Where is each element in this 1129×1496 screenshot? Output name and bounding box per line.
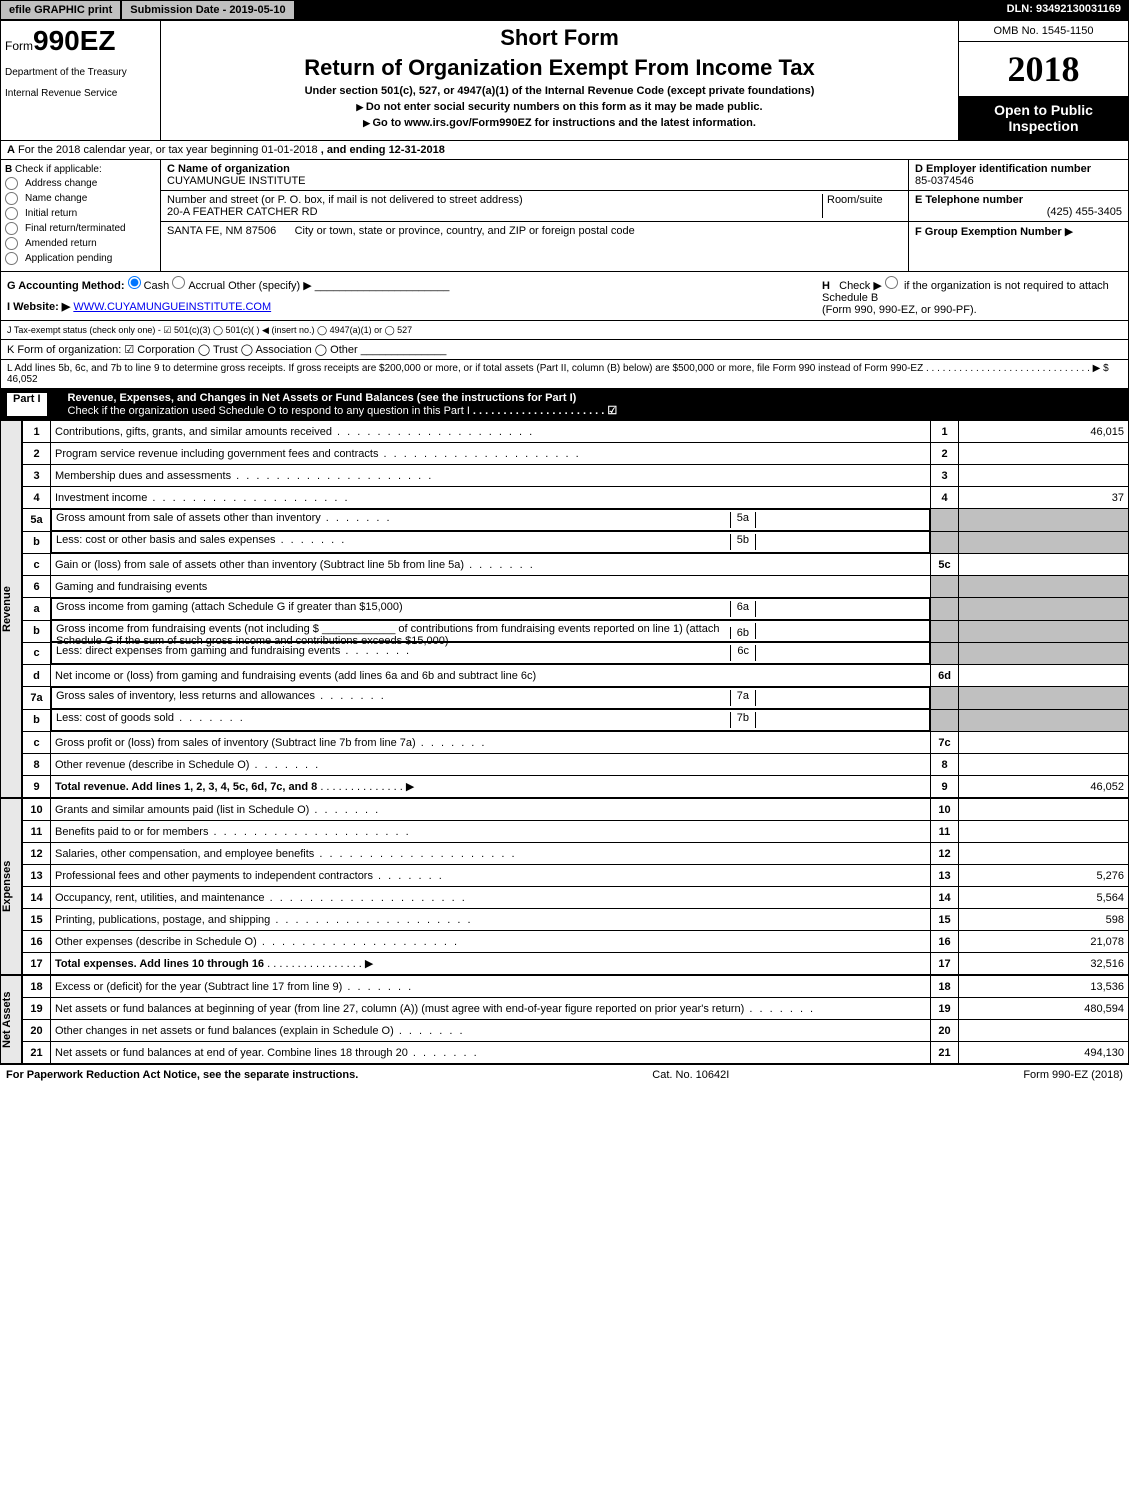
room-label: Room/suite	[827, 194, 883, 206]
col-def: D Employer identification number 85-0374…	[908, 160, 1128, 271]
initial-return-radio[interactable]	[5, 207, 18, 220]
expenses-table: 10Grants and similar amounts paid (list …	[22, 798, 1129, 975]
c-label: C Name of organization	[167, 163, 290, 175]
section-j: J Tax-exempt status (check only one) - ☑…	[0, 321, 1129, 340]
section-gh: G Accounting Method: Cash Accrual Other …	[0, 272, 1129, 321]
line16-amount: 21,078	[959, 931, 1129, 953]
line14-amount: 5,564	[959, 887, 1129, 909]
part1-header: Part I Revenue, Expenses, and Changes in…	[0, 389, 1129, 420]
subtitle: Under section 501(c), 527, or 4947(a)(1)…	[165, 85, 954, 97]
name-change-label: Name change	[25, 193, 87, 204]
return-title: Return of Organization Exempt From Incom…	[165, 55, 954, 81]
line19-amount: 480,594	[959, 998, 1129, 1020]
final-return-radio[interactable]	[5, 222, 18, 235]
section-k: K Form of organization: ☑ Corporation ◯ …	[0, 340, 1129, 360]
open-to-public: Open to Public Inspection	[959, 96, 1128, 140]
submission-date: Submission Date - 2019-05-10	[121, 0, 294, 20]
city-state-zip: SANTA FE, NM 87506	[167, 225, 276, 237]
ein-value: 85-0374546	[915, 175, 974, 187]
note-ssn: Do not enter social security numbers on …	[165, 101, 954, 113]
accounting-method: G Accounting Method: Cash Accrual Other …	[7, 276, 822, 292]
part1-label: Part I	[6, 392, 48, 417]
expenses-side-label: Expenses	[0, 798, 22, 975]
group-exemption-label: F Group Exemption Number	[915, 226, 1062, 238]
cat-number: Cat. No. 10642I	[652, 1069, 729, 1081]
note-goto: Go to www.irs.gov/Form990EZ for instruct…	[165, 117, 954, 129]
address-change-radio[interactable]	[5, 177, 18, 190]
tax-year: 2018	[959, 42, 1128, 96]
top-bar: efile GRAPHIC print Submission Date - 20…	[0, 0, 1129, 20]
amended-return-radio[interactable]	[5, 237, 18, 250]
form-of-organization: K Form of organization: ☑ Corporation ◯ …	[7, 344, 358, 356]
revenue-table: 1Contributions, gifts, grants, and simil…	[22, 420, 1129, 798]
line17-amount: 32,516	[959, 953, 1129, 975]
net-assets-side-label: Net Assets	[0, 975, 22, 1064]
line9-amount: 46,052	[959, 776, 1129, 798]
addr-label: Number and street (or P. O. box, if mail…	[167, 194, 523, 206]
line13-amount: 5,276	[959, 865, 1129, 887]
part1-check-text: Check if the organization used Schedule …	[68, 405, 470, 417]
website-link[interactable]: WWW.CUYAMUNGUEINSTITUTE.COM	[73, 301, 271, 313]
name-change-radio[interactable]	[5, 192, 18, 205]
line4-amount: 37	[959, 487, 1129, 509]
final-return-label: Final return/terminated	[25, 223, 126, 234]
ein-label: D Employer identification number	[915, 163, 1091, 175]
omb-number: OMB No. 1545-1150	[959, 21, 1128, 42]
line1-amount: 46,015	[959, 421, 1129, 443]
schedule-b-radio[interactable]	[885, 276, 898, 289]
efile-print-button[interactable]: efile GRAPHIC print	[0, 0, 121, 20]
irs-label: Internal Revenue Service	[5, 88, 156, 99]
form-number: Form990EZ	[5, 25, 156, 57]
form-ref: Form 990-EZ (2018)	[1023, 1069, 1123, 1081]
dln-label: DLN: 93492130031169	[999, 0, 1129, 20]
col-b-checkboxes: B Check if applicable: Address change Na…	[1, 160, 161, 271]
phone-label: E Telephone number	[915, 194, 1023, 206]
row-a: A For the 2018 calendar year, or tax yea…	[0, 141, 1129, 160]
line15-amount: 598	[959, 909, 1129, 931]
city-label: City or town, state or province, country…	[295, 225, 635, 237]
section-h: H Check ▶ if the organization is not req…	[822, 276, 1122, 316]
col-c-org-info: C Name of organization CUYAMUNGUE INSTIT…	[161, 160, 908, 271]
amended-return-label: Amended return	[25, 238, 97, 249]
initial-return-label: Initial return	[25, 208, 77, 219]
part1-title: Revenue, Expenses, and Changes in Net As…	[68, 392, 577, 404]
accrual-radio[interactable]	[172, 276, 185, 289]
phone-value: (425) 455-3405	[1047, 206, 1122, 218]
address-change-label: Address change	[25, 178, 97, 189]
street-address: 20-A FEATHER CATCHER RD	[167, 206, 318, 218]
org-name: CUYAMUNGUE INSTITUTE	[167, 175, 306, 187]
page-footer: For Paperwork Reduction Act Notice, see …	[0, 1064, 1129, 1085]
website-row: I Website: ▶ WWW.CUYAMUNGUEINSTITUTE.COM	[7, 300, 822, 313]
revenue-side-label: Revenue	[0, 420, 22, 798]
line18-amount: 13,536	[959, 976, 1129, 998]
paperwork-notice: For Paperwork Reduction Act Notice, see …	[6, 1069, 358, 1081]
group-arrow-icon: ▶	[1065, 226, 1073, 238]
application-pending-radio[interactable]	[5, 252, 18, 265]
dept-treasury: Department of the Treasury	[5, 67, 156, 78]
section-l: L Add lines 5b, 6c, and 7b to line 9 to …	[0, 360, 1129, 389]
part1-checkbox-icon: ☑	[607, 405, 617, 417]
form-header: Form990EZ Department of the Treasury Int…	[0, 20, 1129, 141]
application-pending-label: Application pending	[25, 253, 112, 264]
tax-exempt-status: J Tax-exempt status (check only one) - ☑…	[7, 325, 412, 335]
section-bcdef: B Check if applicable: Address change Na…	[0, 160, 1129, 272]
net-assets-table: 18Excess or (deficit) for the year (Subt…	[22, 975, 1129, 1064]
line21-amount: 494,130	[959, 1042, 1129, 1064]
cash-radio[interactable]	[128, 276, 141, 289]
short-form-title: Short Form	[165, 25, 954, 51]
